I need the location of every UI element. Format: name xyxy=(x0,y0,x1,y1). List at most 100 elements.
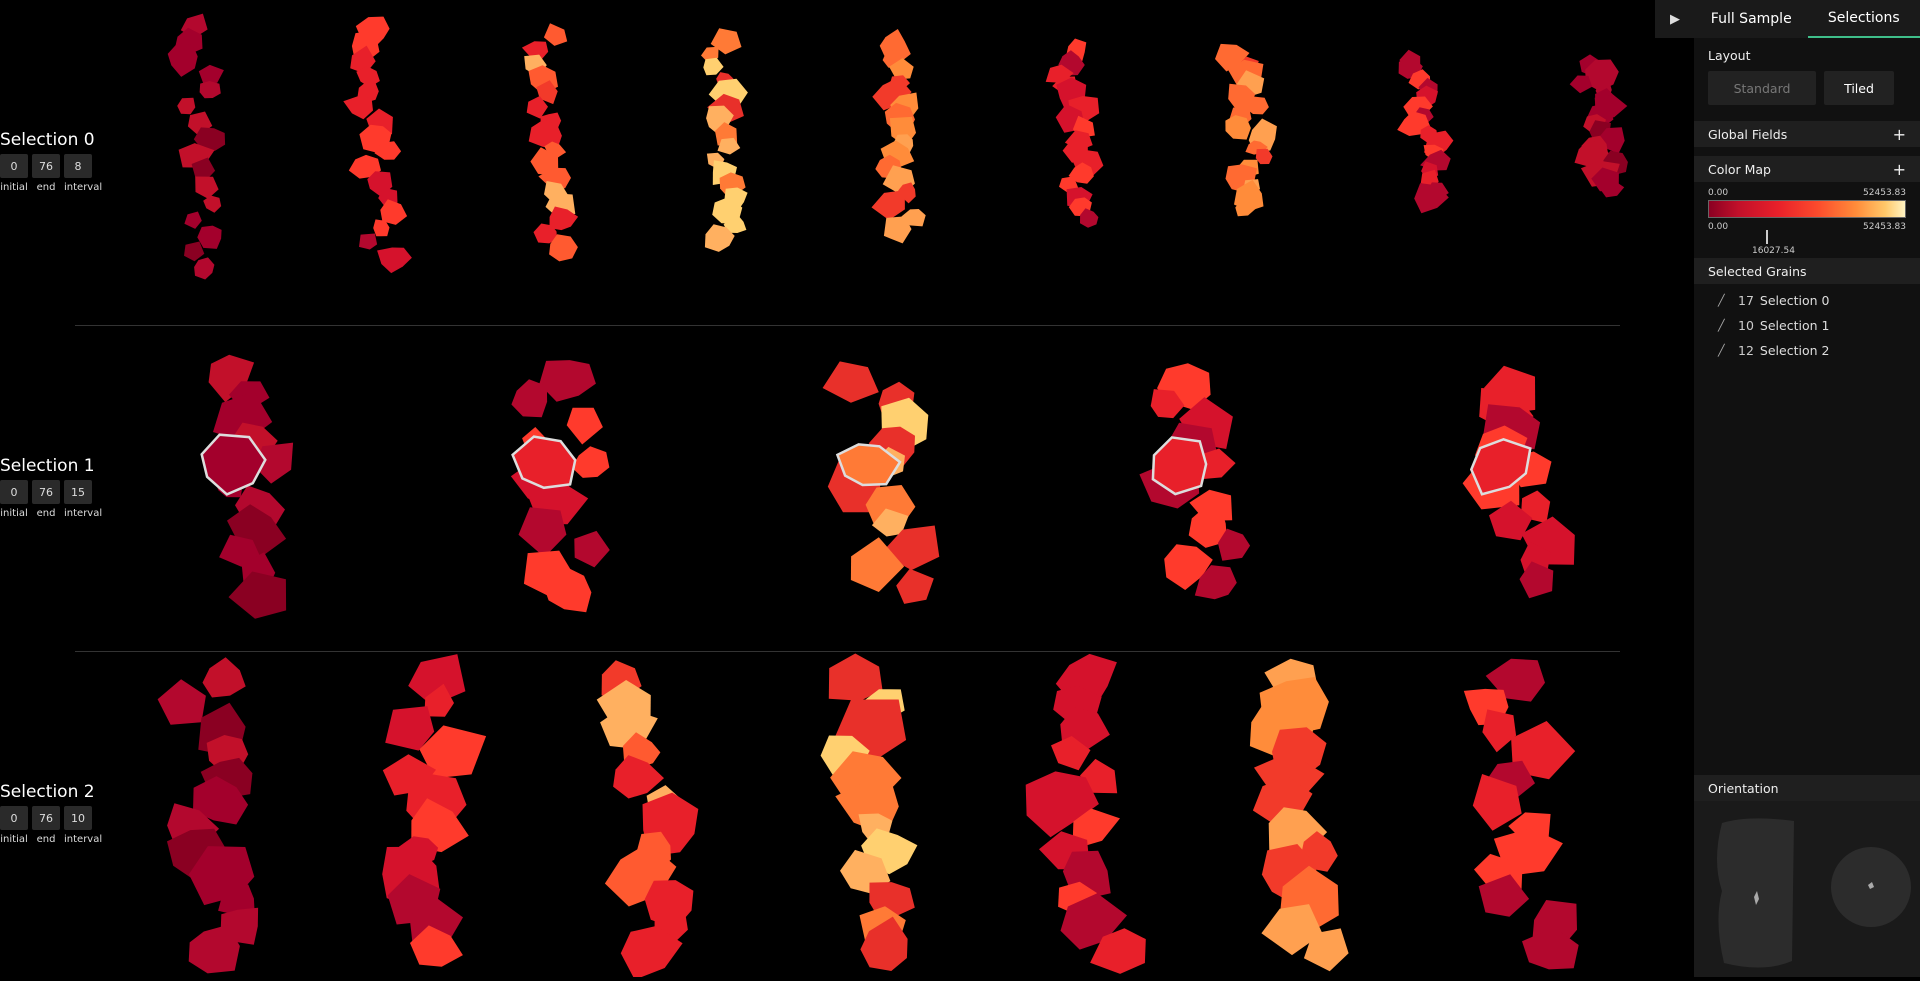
grain-polygon xyxy=(359,234,377,250)
row-divider xyxy=(75,325,1620,326)
color-map-min: 0.00 xyxy=(1708,188,1728,198)
orientation-section: Orientation xyxy=(1694,775,1920,977)
orientation-header[interactable]: Orientation xyxy=(1694,775,1920,801)
layout-section: Layout Standard Tiled xyxy=(1694,38,1920,117)
grain-tile[interactable] xyxy=(485,354,645,616)
grain-tile[interactable] xyxy=(135,652,285,977)
grain-count: 10 xyxy=(1738,318,1754,333)
grain-tile[interactable] xyxy=(1120,362,1280,608)
selection-0-initial-input[interactable]: 0 xyxy=(0,154,28,178)
grain-shape-icon: ╱ xyxy=(1718,319,1732,332)
selection-2-initial-input[interactable]: 0 xyxy=(0,806,28,830)
selected-grains-list: ╱ 17 Selection 0 ╱ 10 Selection 1 ╱ 12 S… xyxy=(1694,284,1920,363)
grain-polygon xyxy=(823,361,879,402)
grain-polygon xyxy=(184,212,201,229)
grain-polygon xyxy=(896,569,934,604)
selection-1-end-input[interactable]: 76 xyxy=(32,480,60,504)
grain-polygon xyxy=(519,507,567,557)
list-item[interactable]: ╱ 10 Selection 1 xyxy=(1694,313,1920,338)
orientation-view[interactable] xyxy=(1694,801,1920,977)
plus-icon[interactable]: + xyxy=(1893,160,1906,179)
global-fields-header[interactable]: Global Fields + xyxy=(1694,121,1920,147)
grain-tile[interactable] xyxy=(795,652,945,977)
play-icon[interactable]: ▶ xyxy=(1655,0,1695,38)
selections-canvas[interactable]: Selection 0 0 76 8 initial end interval … xyxy=(0,0,1655,977)
grain-polygon xyxy=(229,572,287,619)
grain-polygon xyxy=(511,379,547,417)
grain-polygon xyxy=(572,446,610,478)
end-label: end xyxy=(32,182,60,193)
list-item[interactable]: ╱ 17 Selection 0 xyxy=(1694,288,1920,313)
grain-polygon xyxy=(177,98,195,115)
tab-selections[interactable]: Selections xyxy=(1808,0,1920,38)
grain-tile[interactable] xyxy=(160,12,240,282)
grain-polygon xyxy=(1570,76,1592,94)
selection-1-interval-input[interactable]: 15 xyxy=(64,480,92,504)
grain-polygon xyxy=(539,360,596,402)
selection-2-interval-input[interactable]: 10 xyxy=(64,806,92,830)
grain-tile[interactable] xyxy=(575,652,725,977)
selected-grain-outline[interactable] xyxy=(1153,437,1206,494)
color-map-range-max: 52453.83 xyxy=(1863,222,1906,232)
color-map-editor[interactable]: 0.00 52453.83 0.00 52453.83 16027.54 xyxy=(1694,182,1920,258)
list-item[interactable]: ╱ 12 Selection 2 xyxy=(1694,338,1920,363)
grain-tile[interactable] xyxy=(355,652,505,977)
selection-0-controls: Selection 0 0 76 8 initial end interval xyxy=(0,130,95,193)
end-label: end xyxy=(32,834,60,845)
selection-1-initial-input[interactable]: 0 xyxy=(0,480,28,504)
selection-0-end-input[interactable]: 76 xyxy=(32,154,60,178)
grain-selection-name: Selection 2 xyxy=(1760,343,1830,358)
grain-tile[interactable] xyxy=(170,350,330,620)
grain-polygon xyxy=(574,531,610,568)
selection-0-interval-input[interactable]: 8 xyxy=(64,154,92,178)
grain-tile[interactable] xyxy=(1210,42,1290,222)
global-fields-title: Global Fields xyxy=(1708,127,1787,142)
standard-layout-button[interactable]: Standard xyxy=(1708,71,1816,105)
selected-grains-header[interactable]: Selected Grains xyxy=(1694,258,1920,284)
color-map-title: Color Map xyxy=(1708,162,1771,177)
grain-tile[interactable] xyxy=(1035,37,1115,232)
interval-label: interval xyxy=(64,834,92,845)
initial-label: initial xyxy=(0,182,28,193)
selection-2-controls: Selection 2 0 76 10 initial end interval xyxy=(0,782,95,845)
selection-0-title: Selection 0 xyxy=(0,130,95,150)
grain-polygon xyxy=(199,65,224,83)
grain-polygon xyxy=(203,657,246,697)
selection-1-title: Selection 1 xyxy=(0,456,95,476)
tab-full-sample[interactable]: Full Sample xyxy=(1695,0,1808,38)
color-map-range-min: 0.00 xyxy=(1708,222,1728,232)
grain-tile[interactable] xyxy=(1010,652,1160,977)
initial-label: initial xyxy=(0,834,28,845)
orientation-glyphs xyxy=(1694,801,1920,977)
interval-label: interval xyxy=(64,508,92,519)
grain-selection-name: Selection 0 xyxy=(1760,293,1830,308)
grain-polygon xyxy=(203,196,221,213)
color-map-gradient[interactable] xyxy=(1708,200,1906,218)
grain-polygon xyxy=(1600,178,1624,197)
grain-tile[interactable] xyxy=(860,32,940,242)
grain-tile[interactable] xyxy=(685,27,765,252)
grain-count: 17 xyxy=(1738,293,1754,308)
grain-tile[interactable] xyxy=(1225,652,1375,977)
color-map-marker-handle[interactable] xyxy=(1766,230,1768,244)
plus-icon[interactable]: + xyxy=(1893,125,1906,144)
selection-2-end-input[interactable]: 76 xyxy=(32,806,60,830)
grain-polygon xyxy=(194,257,214,279)
grain-polygon xyxy=(158,679,206,725)
interval-label: interval xyxy=(64,182,92,193)
grain-tile[interactable] xyxy=(805,358,965,612)
grain-tile[interactable] xyxy=(335,17,415,272)
grain-tile[interactable] xyxy=(1440,366,1600,604)
grain-count: 12 xyxy=(1738,343,1754,358)
layout-title: Layout xyxy=(1708,48,1906,63)
grain-tile[interactable] xyxy=(1445,652,1595,977)
color-map-header[interactable]: Color Map + xyxy=(1694,156,1920,182)
grain-polygon xyxy=(872,190,905,220)
grain-tile[interactable] xyxy=(1560,52,1640,202)
grain-tile[interactable] xyxy=(1385,47,1465,212)
grain-polygon xyxy=(544,23,567,46)
tiled-layout-button[interactable]: Tiled xyxy=(1824,71,1894,105)
grain-polygon xyxy=(1256,149,1273,164)
grain-tile[interactable] xyxy=(510,22,590,262)
grain-polygon xyxy=(567,408,603,445)
